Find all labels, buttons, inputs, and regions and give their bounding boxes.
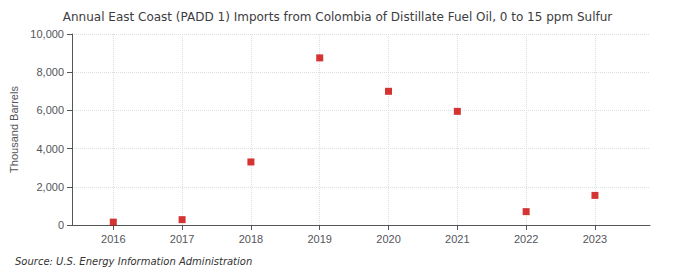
svg-text:Annual East Coast (PADD 1) Imp: Annual East Coast (PADD 1) Imports from … [63,10,613,24]
svg-text:10,000: 10,000 [30,28,64,40]
svg-text:2018: 2018 [239,233,263,245]
svg-text:2021: 2021 [445,233,469,245]
svg-text:6,000: 6,000 [36,104,64,116]
svg-text:2022: 2022 [514,233,538,245]
svg-text:2017: 2017 [170,233,194,245]
svg-text:2016: 2016 [101,233,125,245]
svg-text:2019: 2019 [307,233,331,245]
svg-text:4,000: 4,000 [36,143,64,155]
svg-text:2,000: 2,000 [36,181,64,193]
svg-text:2023: 2023 [583,233,607,245]
svg-text:0: 0 [58,219,64,231]
svg-text:Source: U.S. Energy Informatio: Source: U.S. Energy Information Administ… [15,256,252,267]
svg-text:Thousand Barrels: Thousand Barrels [8,86,20,173]
svg-text:8,000: 8,000 [36,66,64,78]
svg-text:2020: 2020 [376,233,400,245]
